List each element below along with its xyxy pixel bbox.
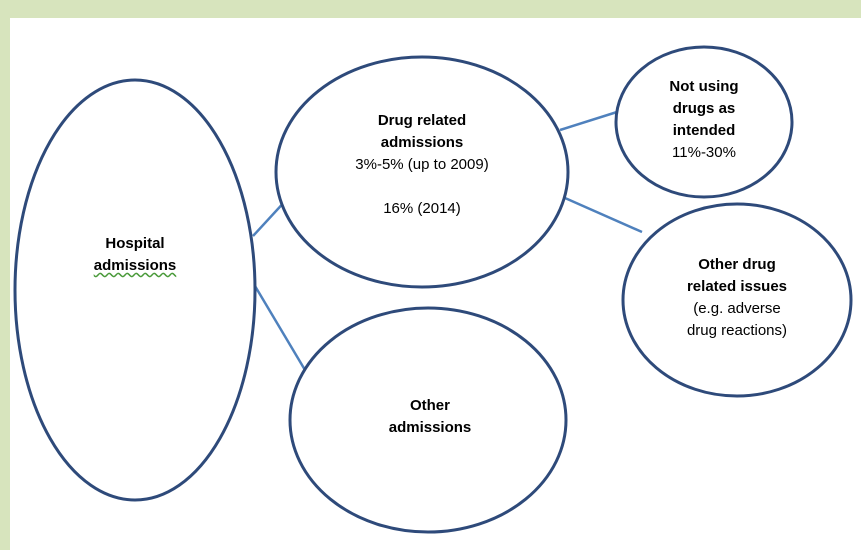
hospital-line2-text: admissions xyxy=(93,257,177,274)
drug-related-ellipse xyxy=(274,55,570,289)
connector-hospital-other xyxy=(253,285,307,371)
other-admissions-ellipse xyxy=(288,306,568,534)
not-using-line2: drugs as xyxy=(672,100,736,117)
other-admissions-label: Other admissions xyxy=(360,395,500,439)
diagram-canvas: Hospital admissions Drug related admissi… xyxy=(10,18,861,550)
not-using-ellipse xyxy=(614,45,794,199)
hospital-admissions-label: Hospital admissions xyxy=(65,233,205,277)
not-using-stat: 11%-30% xyxy=(672,144,736,161)
other-drug-line2: related issues xyxy=(686,278,788,295)
not-using-line1: Not using xyxy=(669,78,739,95)
other-drug-label: Other drug related issues (e.g. adverse … xyxy=(657,254,817,342)
connector-drug-otherdrug xyxy=(564,196,643,234)
other-admissions-line2: admissions xyxy=(388,419,472,436)
hospital-line1: Hospital xyxy=(105,235,165,252)
not-using-label: Not using drugs as intended 11%-30% xyxy=(644,76,764,164)
drug-related-stat2: 16% (2014) xyxy=(383,200,461,217)
other-drug-ellipse xyxy=(621,202,853,398)
other-drug-detail1: (e.g. adverse xyxy=(693,300,781,317)
not-using-line3: intended xyxy=(672,122,736,139)
hospital-admissions-ellipse xyxy=(13,78,257,502)
drug-related-line2: admissions xyxy=(380,134,464,151)
drug-related-line1: Drug related xyxy=(377,112,467,129)
other-drug-line1: Other drug xyxy=(698,256,776,273)
hospital-line2: admissions xyxy=(65,255,205,277)
connector-drug-notusing xyxy=(559,110,618,132)
other-admissions-line1: Other xyxy=(409,397,450,414)
drug-related-label: Drug related admissions 3%-5% (up to 200… xyxy=(332,110,512,220)
drug-related-stat1: 3%-5% (up to 2009) xyxy=(355,156,489,173)
other-drug-detail2: drug reactions) xyxy=(686,322,788,339)
